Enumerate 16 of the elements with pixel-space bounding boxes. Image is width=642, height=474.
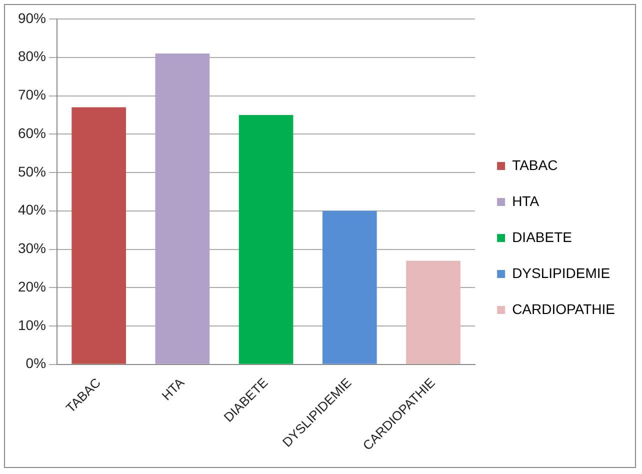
y-tick-label: 30% (18, 240, 46, 256)
y-tick-label: 20% (18, 278, 46, 294)
legend-label: TABAC (512, 156, 558, 173)
x-tick-label: HTA (158, 374, 188, 404)
y-tick-label: 10% (18, 316, 46, 333)
y-tick-label: 60% (18, 124, 46, 141)
legend-label: CARDIOPATHIE (512, 300, 615, 317)
y-tick-label: 50% (18, 163, 46, 180)
y-tick-label: 0% (26, 355, 46, 372)
y-tick-label: 70% (18, 86, 46, 103)
y-tick-label: 90% (18, 10, 46, 26)
legend-label: HTA (512, 192, 540, 209)
legend-label: DIABETE (512, 228, 572, 245)
legend-label: DYSLIPIDEMIE (512, 264, 610, 281)
y-tick-label: 80% (18, 48, 46, 64)
y-tick-label: 40% (18, 202, 46, 218)
